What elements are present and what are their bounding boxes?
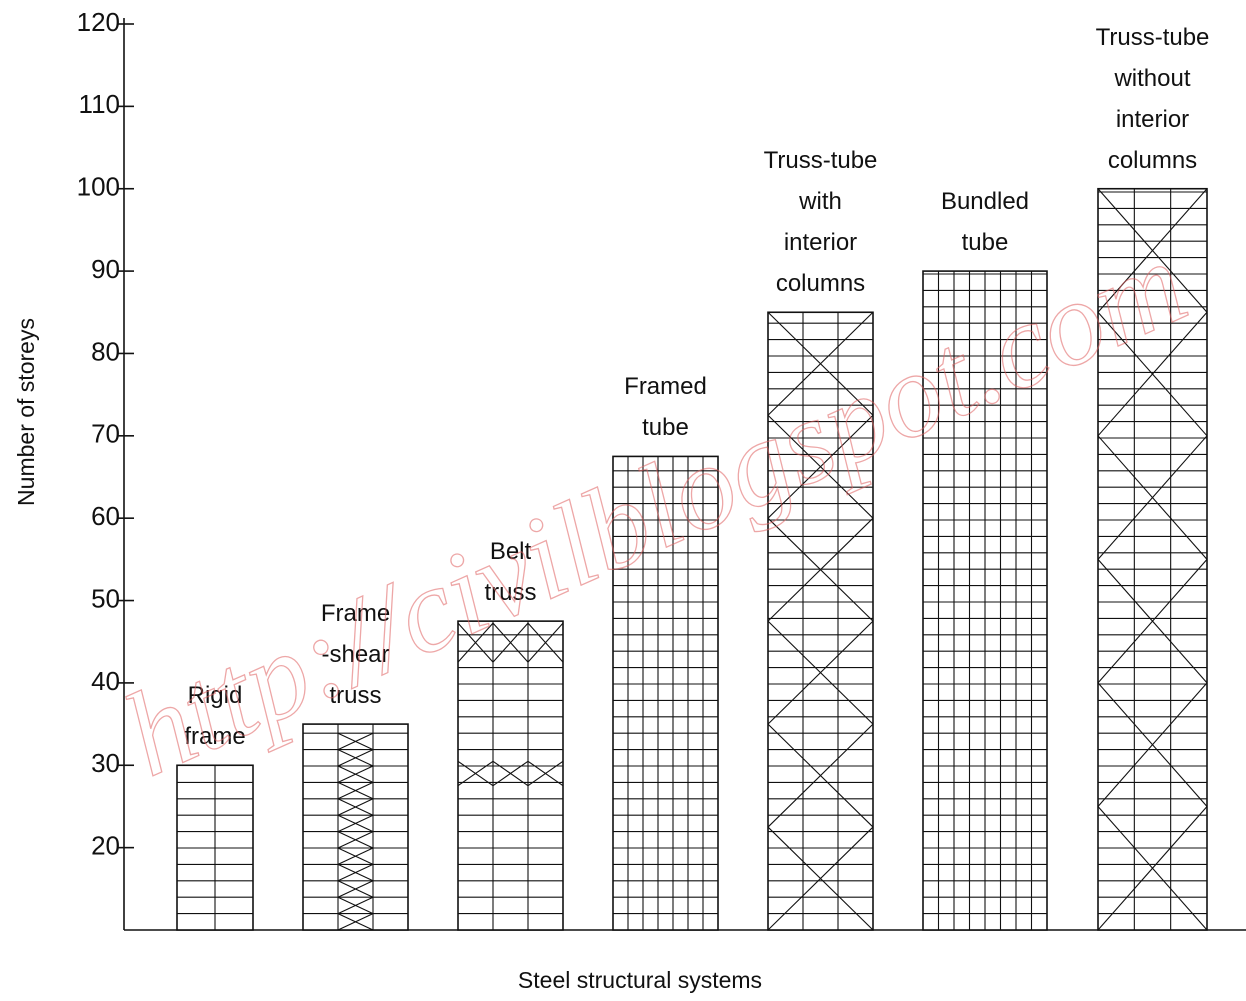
bracing xyxy=(1097,311,1208,437)
y-tick-label: 70 xyxy=(91,419,120,449)
building: Bundled tube xyxy=(853,51,1117,931)
y-tick-label: 110 xyxy=(79,89,120,119)
category-label-wrap: Belt truss xyxy=(388,401,633,613)
y-tick-label: 120 xyxy=(77,7,120,37)
bracing xyxy=(767,723,874,828)
bracing xyxy=(337,831,374,849)
bracing xyxy=(337,863,374,882)
category-label: Belt truss xyxy=(484,538,537,607)
y-axis-title: Number of storeys xyxy=(13,318,39,506)
bracing xyxy=(492,760,529,787)
bar xyxy=(767,311,874,931)
bracing xyxy=(337,896,374,915)
category-label-box: Frame -shear truss xyxy=(233,504,478,716)
bracing xyxy=(337,749,374,767)
bracing xyxy=(337,798,374,816)
bracing xyxy=(337,913,374,931)
y-tick-label: 20 xyxy=(91,831,120,861)
building: Truss-tube with interior columns xyxy=(698,92,943,931)
bar xyxy=(612,455,719,931)
building: Truss-tube without interior columns xyxy=(1028,0,1246,931)
bracing xyxy=(527,622,564,663)
bar xyxy=(302,723,409,931)
y-tick-label: 30 xyxy=(91,748,120,778)
category-label-box: Rigid frame xyxy=(107,545,323,757)
bracing xyxy=(1097,188,1208,313)
y-tick-label: 50 xyxy=(91,583,120,613)
category-label: Frame -shear truss xyxy=(320,600,391,710)
category-label-box: Truss-tube without interior columns xyxy=(1028,0,1246,181)
category-label-wrap: Bundled tube xyxy=(853,51,1117,263)
bracing xyxy=(1097,682,1208,807)
bracing xyxy=(767,517,874,622)
bracing xyxy=(457,760,494,787)
category-label-box: Framed tube xyxy=(543,236,788,448)
category-label: Truss-tube without interior columns xyxy=(1095,23,1210,174)
category-label-box: Truss-tube with interior columns xyxy=(698,92,943,304)
category-label-wrap: Framed tube xyxy=(543,236,788,448)
bracing xyxy=(1097,806,1208,931)
bar xyxy=(1097,187,1208,931)
bracing xyxy=(527,760,564,787)
building: Rigid frame xyxy=(107,545,323,931)
building: Framed tube xyxy=(543,236,788,931)
category-label: Truss-tube with interior columns xyxy=(763,147,878,298)
bracing xyxy=(767,414,874,519)
category-label: Framed tube xyxy=(624,373,707,442)
bracing xyxy=(337,732,374,751)
y-tick-label: 60 xyxy=(91,501,120,531)
bracing xyxy=(337,847,374,865)
category-label-wrap: Truss-tube without interior columns xyxy=(1028,0,1246,181)
building: Belt truss xyxy=(388,401,633,931)
y-tick-label: 80 xyxy=(91,336,120,366)
y-tick-label: 40 xyxy=(91,666,120,696)
bracing xyxy=(1097,435,1208,560)
y-tick-label: 100 xyxy=(77,172,120,202)
bracing xyxy=(457,622,494,663)
y-tick-label: 90 xyxy=(91,254,120,284)
bracing xyxy=(337,880,374,898)
category-label: Rigid frame xyxy=(184,682,246,751)
building: Frame -shear truss xyxy=(233,504,478,931)
bracing xyxy=(767,826,874,931)
bracing xyxy=(767,311,874,416)
bracing xyxy=(492,622,529,663)
category-label-box: Bundled tube xyxy=(853,51,1117,263)
bar xyxy=(457,620,564,931)
bracing xyxy=(337,781,374,800)
bracing xyxy=(1097,558,1208,684)
bracing xyxy=(767,620,874,725)
x-axis-title: Steel structural systems xyxy=(518,967,762,993)
bracing xyxy=(337,814,374,833)
category-label-box: Belt truss xyxy=(388,401,633,613)
category-label-wrap: Truss-tube with interior columns xyxy=(698,92,943,304)
category-label-wrap: Frame -shear truss xyxy=(233,504,478,716)
category-label: Bundled tube xyxy=(940,188,1030,257)
category-label-wrap: Rigid frame xyxy=(107,545,323,757)
bracing xyxy=(337,765,374,783)
